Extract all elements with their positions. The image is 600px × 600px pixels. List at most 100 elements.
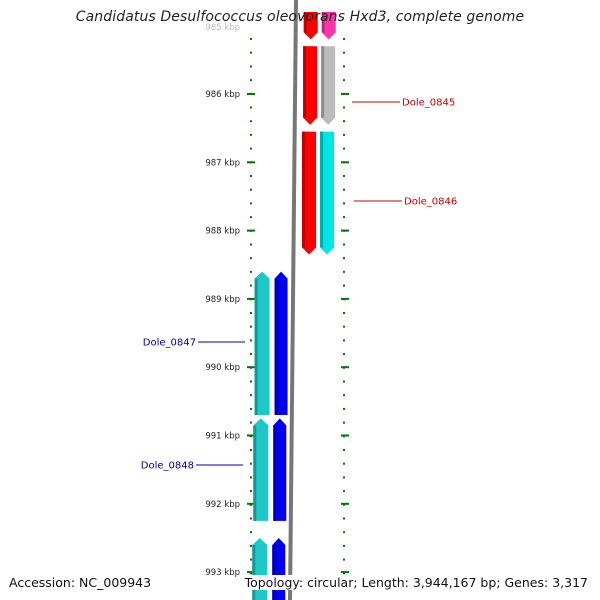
major-tick-right	[341, 229, 349, 232]
minor-tick-right	[343, 558, 345, 561]
gene-arrow-fwd-gene-0846	[320, 131, 335, 255]
minor-tick-right	[343, 572, 345, 575]
minor-tick-right	[343, 407, 345, 410]
minor-tick-left	[250, 394, 252, 397]
minor-tick-left	[250, 120, 252, 123]
genome-title: Candidatus Desulfococcus oleovorans Hxd3…	[75, 9, 525, 25]
minor-tick-right	[343, 421, 345, 424]
major-tick-right	[341, 161, 349, 164]
tick-label: 987 kbp	[205, 158, 240, 168]
minor-tick-right	[343, 147, 345, 150]
genome-backbone	[288, 0, 298, 600]
minor-tick-right	[343, 544, 345, 547]
minor-tick-right	[343, 175, 345, 177]
minor-tick-right	[343, 312, 345, 314]
minor-tick-left	[250, 462, 252, 465]
gene-arrow-fwd-cds-0845	[303, 46, 318, 125]
minor-tick-left	[250, 449, 252, 451]
gene-arrow-fwd-gene-top	[321, 12, 336, 40]
minor-tick-right	[343, 133, 345, 136]
minor-tick-right	[343, 120, 345, 123]
major-tick-right	[341, 93, 349, 95]
minor-tick-right	[343, 243, 345, 246]
minor-tick-right	[343, 325, 345, 328]
major-tick-left	[247, 434, 255, 437]
tick-label: 992 kbp	[205, 500, 240, 510]
minor-tick-left	[250, 517, 252, 520]
minor-tick-right	[343, 216, 345, 219]
gene-arrow-fwd-cds-top	[303, 12, 318, 40]
major-tick-left	[247, 571, 255, 574]
gene-label-dole_0848: Dole_0848	[141, 461, 194, 472]
minor-tick-left	[250, 353, 252, 356]
minor-tick-left	[250, 270, 252, 273]
minor-tick-right	[343, 476, 345, 479]
minor-tick-right	[343, 394, 345, 397]
genes-value: 3,317	[552, 575, 588, 590]
minor-tick-right	[343, 353, 345, 356]
minor-tick-left	[250, 133, 252, 136]
gene-arrow-shade	[321, 12, 325, 33]
tick-label: 988 kbp	[205, 227, 240, 237]
gene-arrow-shade	[253, 425, 257, 521]
genes-label: Genes:	[504, 575, 549, 590]
minor-tick-left	[250, 407, 252, 410]
minor-tick-left	[250, 147, 252, 150]
major-tick-left	[247, 93, 255, 95]
genome-summary: Topology: circular; Length: 3,944,167 bp…	[242, 575, 590, 590]
minor-tick-right	[343, 79, 345, 82]
minor-tick-right	[343, 284, 345, 287]
gene-arrow-shade	[321, 46, 325, 118]
minor-tick-right	[343, 380, 345, 383]
minor-tick-left	[250, 51, 252, 54]
minor-tick-right	[343, 462, 345, 465]
gene-label-dole_0846: Dole_0846	[404, 197, 457, 208]
gene-arrow-fwd-gene-0845	[321, 46, 336, 125]
minor-tick-right	[343, 188, 345, 191]
minor-tick-left	[250, 421, 252, 424]
minor-tick-left	[250, 544, 252, 547]
major-tick-right	[341, 366, 349, 369]
major-tick-left	[247, 161, 255, 164]
gene-arrow-shade	[320, 131, 324, 248]
minor-tick-left	[250, 284, 252, 287]
minor-tick-left	[250, 79, 252, 82]
minor-tick-right	[343, 106, 345, 109]
length-label: Length:	[361, 575, 409, 590]
minor-tick-left	[250, 216, 252, 219]
gene-label-dole_0847: Dole_0847	[143, 338, 196, 349]
gene-arrow-shade	[274, 278, 278, 416]
length-value: 3,944,167 bp	[412, 575, 497, 590]
minor-tick-left	[250, 257, 252, 260]
minor-tick-right	[343, 257, 345, 260]
topology-value: circular	[307, 575, 354, 590]
tick-label-faded: 985 kbp	[205, 23, 240, 33]
minor-tick-left	[250, 531, 252, 534]
tick-label: 990 kbp	[205, 363, 240, 373]
gene-arrow-shade	[252, 544, 256, 600]
minor-tick-right	[343, 339, 345, 342]
minor-tick-left	[250, 325, 252, 328]
gene-arrow-shade	[272, 544, 276, 600]
tick-label: 989 kbp	[205, 295, 240, 305]
gene-arrow-shade	[303, 12, 307, 33]
major-tick-right	[341, 434, 349, 437]
minor-tick-left	[250, 490, 252, 493]
minor-tick-left	[250, 476, 252, 479]
gene-arrow-rev-gene-0848	[253, 418, 269, 521]
minor-tick-left	[250, 243, 252, 246]
minor-tick-left	[250, 572, 252, 575]
tick-label: 993 kbp	[205, 568, 240, 578]
gene-arrow-rev-gene-0847	[254, 271, 270, 416]
minor-tick-right	[343, 270, 345, 273]
gene-arrow-rev-cds-0848	[273, 418, 287, 521]
minor-tick-left	[250, 380, 252, 383]
minor-tick-left	[250, 65, 252, 68]
minor-tick-right	[343, 449, 345, 451]
major-tick-right	[341, 502, 349, 505]
minor-tick-left	[250, 312, 252, 314]
minor-tick-left	[250, 558, 252, 561]
minor-tick-right	[343, 65, 345, 68]
major-tick-right	[341, 297, 349, 300]
